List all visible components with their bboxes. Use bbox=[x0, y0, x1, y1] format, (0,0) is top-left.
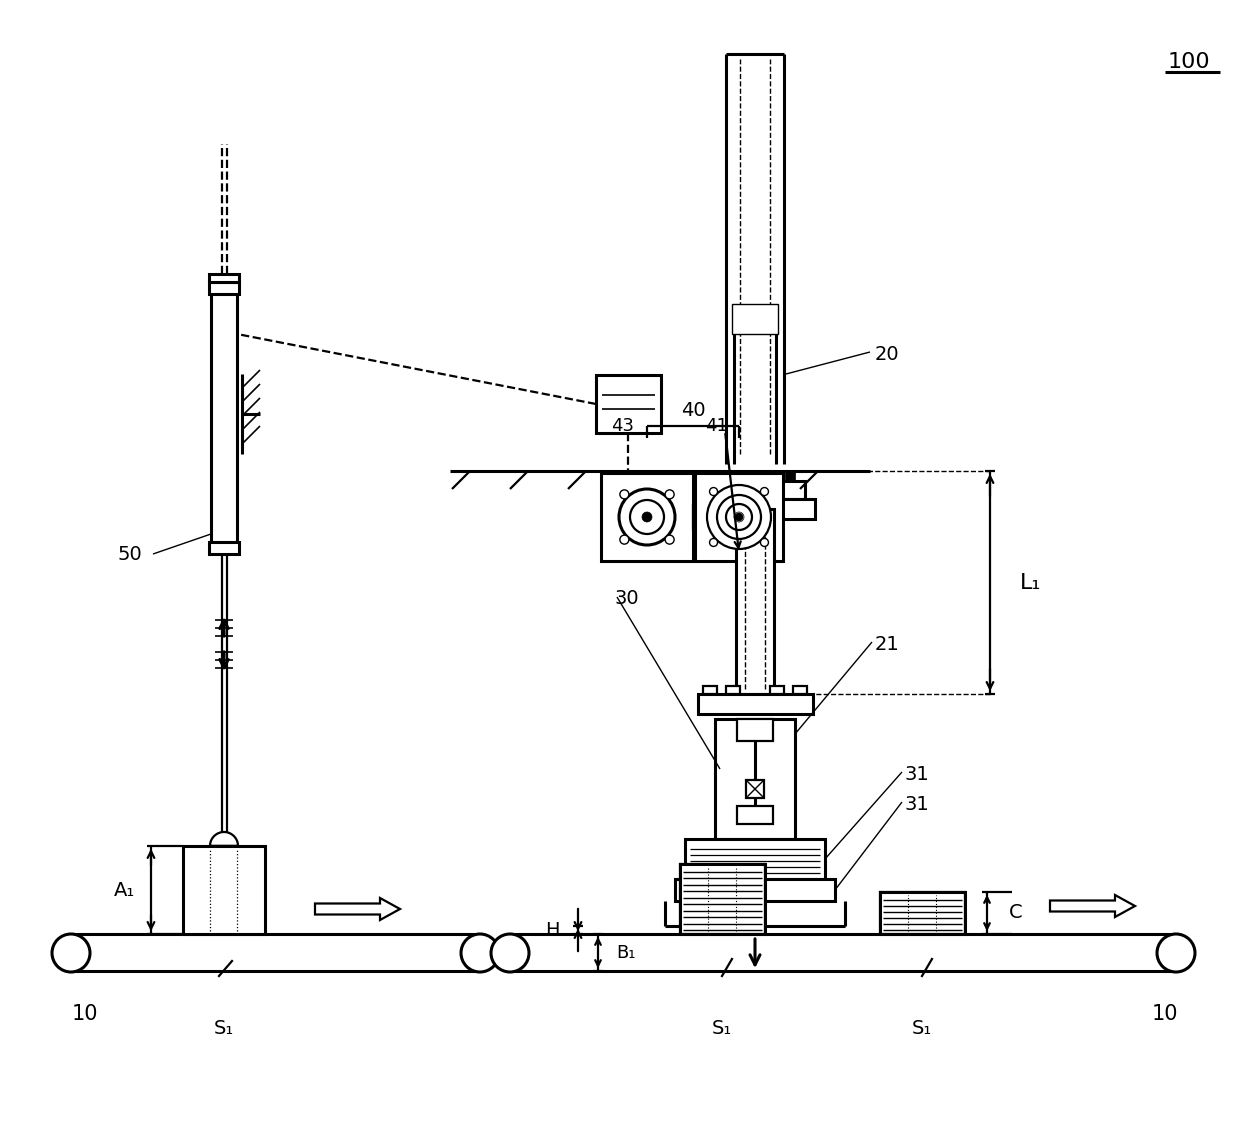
Circle shape bbox=[620, 535, 629, 544]
Circle shape bbox=[735, 513, 743, 521]
Bar bbox=[210, 274, 239, 282]
Circle shape bbox=[461, 934, 498, 972]
Bar bbox=[715, 719, 795, 839]
Text: 43: 43 bbox=[611, 417, 634, 435]
Bar bbox=[596, 375, 661, 433]
Text: L₁: L₁ bbox=[1021, 573, 1042, 593]
Text: S₁: S₁ bbox=[213, 1019, 234, 1039]
Text: S₁: S₁ bbox=[712, 1019, 732, 1039]
Polygon shape bbox=[210, 832, 238, 846]
Circle shape bbox=[709, 488, 718, 496]
Bar bbox=[706, 481, 805, 499]
Bar bbox=[184, 846, 265, 934]
Bar bbox=[746, 780, 764, 798]
Bar bbox=[698, 694, 813, 714]
Circle shape bbox=[760, 488, 769, 496]
Bar bbox=[210, 542, 239, 555]
Polygon shape bbox=[315, 898, 401, 920]
Circle shape bbox=[725, 503, 751, 530]
Circle shape bbox=[709, 539, 718, 547]
Circle shape bbox=[665, 490, 675, 499]
Text: S₁: S₁ bbox=[911, 1019, 932, 1039]
Bar bbox=[211, 284, 237, 544]
Circle shape bbox=[1157, 934, 1195, 972]
Text: 21: 21 bbox=[875, 635, 900, 653]
Circle shape bbox=[630, 500, 663, 534]
Bar bbox=[770, 686, 784, 694]
Text: A₁: A₁ bbox=[114, 880, 135, 899]
Text: 30: 30 bbox=[615, 590, 640, 609]
Text: 31: 31 bbox=[905, 795, 930, 813]
Circle shape bbox=[734, 511, 744, 522]
Text: 10: 10 bbox=[72, 1004, 98, 1024]
Bar bbox=[737, 719, 773, 741]
Bar bbox=[680, 864, 765, 934]
Bar bbox=[880, 892, 965, 934]
Circle shape bbox=[52, 934, 91, 972]
Text: 41: 41 bbox=[706, 417, 728, 435]
Text: 40: 40 bbox=[681, 400, 706, 420]
Bar bbox=[737, 806, 773, 824]
Bar bbox=[715, 471, 725, 481]
Bar bbox=[735, 471, 745, 481]
Bar bbox=[694, 473, 782, 561]
Text: B₁: B₁ bbox=[616, 943, 635, 962]
Circle shape bbox=[620, 490, 629, 499]
Circle shape bbox=[619, 489, 675, 545]
Circle shape bbox=[665, 535, 675, 544]
Circle shape bbox=[717, 496, 761, 539]
Bar bbox=[880, 892, 965, 934]
Circle shape bbox=[491, 934, 529, 972]
Bar bbox=[684, 839, 825, 879]
Bar bbox=[601, 473, 693, 561]
Bar bbox=[694, 499, 815, 519]
Circle shape bbox=[642, 511, 652, 522]
Text: 10: 10 bbox=[1152, 1004, 1178, 1024]
Bar bbox=[725, 686, 740, 694]
Bar bbox=[765, 471, 775, 481]
Bar bbox=[703, 686, 717, 694]
Text: 100: 100 bbox=[1168, 52, 1210, 71]
Text: 31: 31 bbox=[905, 764, 930, 784]
Bar bbox=[737, 509, 774, 694]
Bar bbox=[732, 304, 777, 335]
Circle shape bbox=[760, 539, 769, 547]
Bar bbox=[675, 879, 835, 902]
Bar bbox=[794, 686, 807, 694]
Polygon shape bbox=[693, 505, 694, 528]
Bar bbox=[680, 864, 765, 934]
Text: C: C bbox=[1009, 904, 1023, 922]
Text: H: H bbox=[546, 921, 560, 939]
Polygon shape bbox=[1050, 895, 1135, 917]
Text: 50: 50 bbox=[118, 544, 143, 564]
Text: 20: 20 bbox=[875, 345, 900, 364]
Circle shape bbox=[707, 485, 771, 549]
Bar bbox=[210, 282, 239, 294]
Bar bbox=[785, 471, 795, 481]
